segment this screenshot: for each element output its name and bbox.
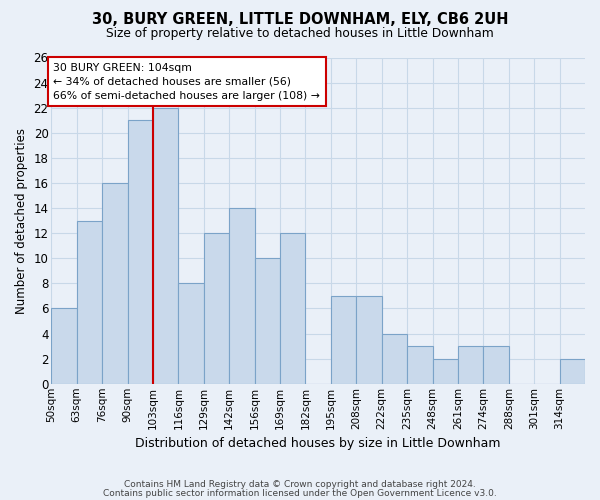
X-axis label: Distribution of detached houses by size in Little Downham: Distribution of detached houses by size … [136, 437, 501, 450]
Bar [77, 220, 102, 384]
Bar [331, 296, 356, 384]
Text: Size of property relative to detached houses in Little Downham: Size of property relative to detached ho… [106, 28, 494, 40]
Bar [407, 346, 433, 384]
Text: 30, BURY GREEN, LITTLE DOWNHAM, ELY, CB6 2UH: 30, BURY GREEN, LITTLE DOWNHAM, ELY, CB6… [92, 12, 508, 28]
Y-axis label: Number of detached properties: Number of detached properties [15, 128, 28, 314]
Bar [102, 183, 128, 384]
Bar [458, 346, 484, 384]
Bar [560, 358, 585, 384]
Bar [52, 308, 77, 384]
Bar [254, 258, 280, 384]
Bar [153, 108, 178, 384]
Text: Contains HM Land Registry data © Crown copyright and database right 2024.: Contains HM Land Registry data © Crown c… [124, 480, 476, 489]
Bar [433, 358, 458, 384]
Bar [128, 120, 153, 384]
Bar [280, 233, 305, 384]
Bar [484, 346, 509, 384]
Bar [229, 208, 254, 384]
Bar [178, 284, 204, 384]
Bar [204, 233, 229, 384]
Bar [356, 296, 382, 384]
Text: Contains public sector information licensed under the Open Government Licence v3: Contains public sector information licen… [103, 488, 497, 498]
Text: 30 BURY GREEN: 104sqm
← 34% of detached houses are smaller (56)
66% of semi-deta: 30 BURY GREEN: 104sqm ← 34% of detached … [53, 62, 320, 100]
Bar [382, 334, 407, 384]
